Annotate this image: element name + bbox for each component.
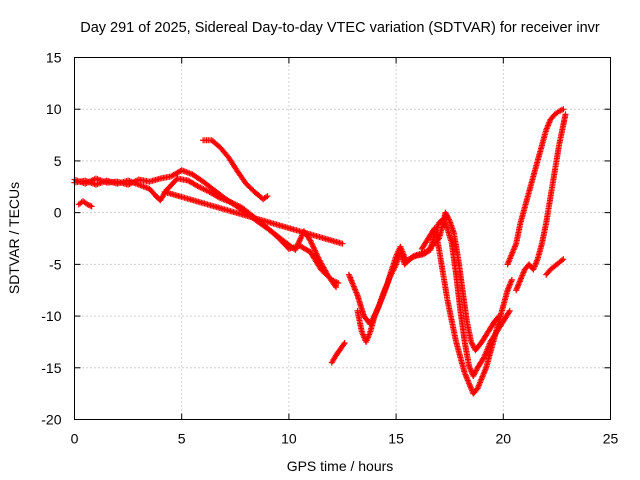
data-point [161, 188, 168, 195]
series-track-9 [504, 106, 567, 268]
data-point [215, 194, 222, 201]
data-point [505, 309, 512, 316]
y-axis-label: SDTVAR / TECUs [6, 182, 22, 294]
plot-frame [74, 57, 611, 420]
data-series [71, 106, 569, 397]
data-point [88, 203, 95, 210]
x-tick-label: 20 [496, 431, 512, 447]
series-track-8 [418, 225, 515, 397]
data-point [333, 284, 340, 291]
data-point [335, 279, 342, 286]
x-tick-label: 5 [178, 431, 186, 447]
data-point [562, 111, 569, 118]
y-tick-label: -10 [41, 308, 61, 324]
series-track-6 [354, 209, 503, 354]
series-track-3 [75, 198, 95, 210]
chart-title: Day 291 of 2025, Sidereal Day-to-day VTE… [80, 20, 600, 36]
data-point [341, 339, 348, 346]
y-tick-label: -5 [49, 256, 62, 272]
series-track-10 [513, 111, 569, 294]
x-axis-label: GPS time / hours [287, 458, 394, 474]
axis-ticks: 0 5 10 15 20 25 15 10 5 0 -5 -10 -15 -20 [41, 50, 618, 447]
data-point [560, 256, 567, 263]
x-tick-label: 25 [603, 431, 619, 447]
data-point [560, 106, 567, 113]
series-track-2 [71, 175, 340, 291]
series-track-1 [71, 167, 342, 286]
x-tick-label: 0 [71, 431, 79, 447]
y-tick-label: 0 [54, 205, 62, 221]
series-track-5 [328, 339, 348, 366]
series-isolated [161, 188, 346, 247]
data-point [445, 216, 452, 223]
y-tick-label: 5 [54, 153, 62, 169]
y-tick-label: -20 [41, 412, 61, 428]
data-point [264, 193, 271, 200]
data-point [340, 341, 347, 348]
x-tick-label: 10 [281, 431, 297, 447]
data-point [508, 276, 515, 283]
series-track-11 [543, 256, 567, 278]
y-tick-label: 10 [46, 101, 62, 117]
grid [74, 57, 611, 420]
y-tick-label: -15 [41, 360, 61, 376]
data-point [332, 282, 339, 289]
y-tick-label: 15 [46, 50, 62, 66]
series-track-4 [200, 137, 271, 203]
data-point [506, 307, 513, 314]
x-tick-label: 15 [388, 431, 404, 447]
data-point [559, 257, 566, 264]
